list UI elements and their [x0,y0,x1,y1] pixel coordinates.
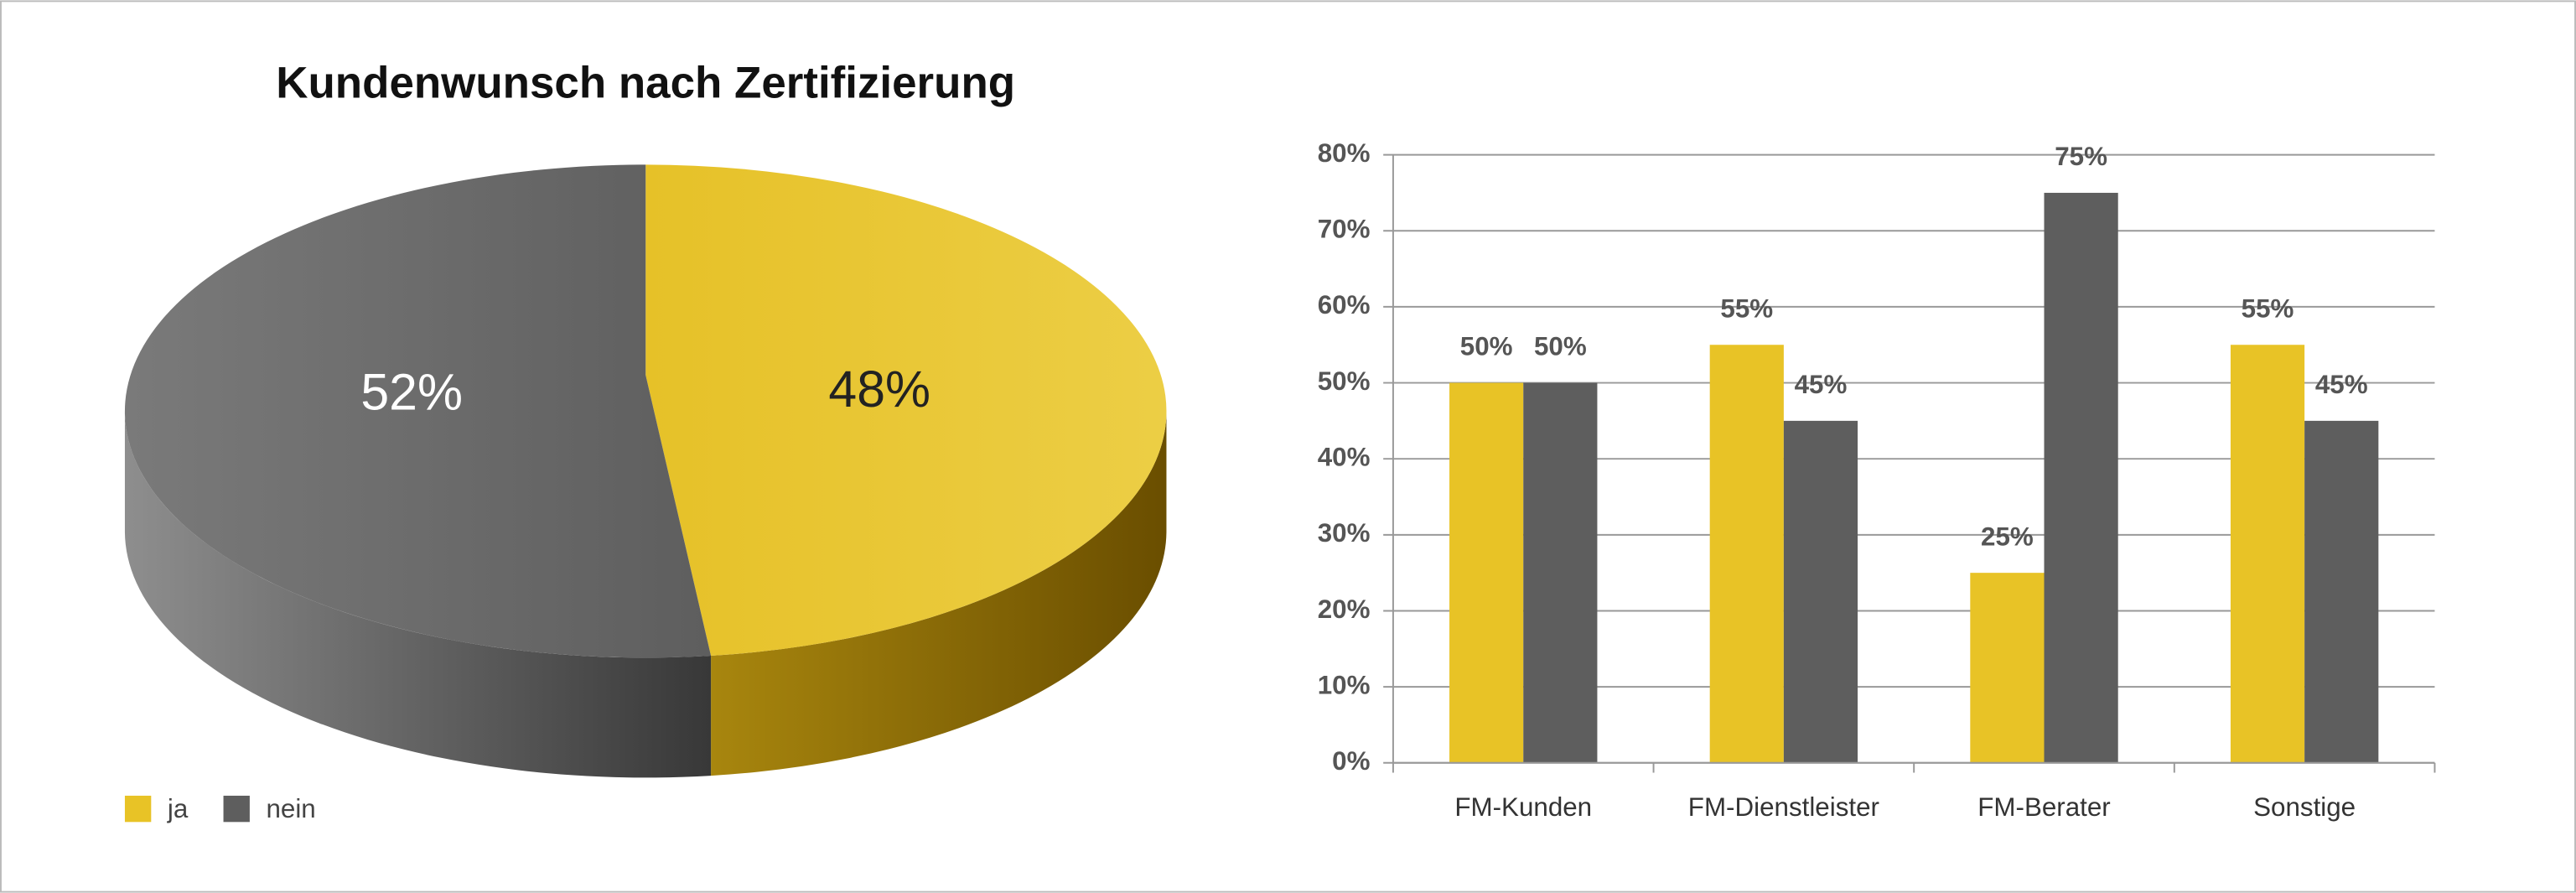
y-tick-label: 40% [1318,442,1371,471]
data-label: 48% [828,361,930,418]
bar [2044,192,2118,763]
chart-title: Kundenwunsch nach Zertifizierung [276,58,1015,107]
y-tick-label: 10% [1318,670,1371,699]
pie-slice [645,164,1167,657]
pie-slice [124,164,712,658]
data-label: 75% [2055,142,2107,171]
x-tick-label: FM-Berater [1977,792,2110,822]
y-tick-label: 0% [1332,746,1370,776]
legend-swatch [124,795,152,823]
bar [2304,420,2379,763]
x-tick-label: Sonstige [2253,792,2356,822]
y-tick-label: 80% [1318,138,1371,168]
y-tick-label: 30% [1318,518,1371,548]
legend-label: nein [266,794,315,823]
legend-swatch [223,795,250,823]
data-label: 45% [2315,370,2368,399]
legend-label: ja [167,794,189,823]
bar [2230,345,2305,763]
bar [1970,573,2045,763]
x-tick-label: FM-Kunden [1454,792,1592,822]
data-label: 52% [360,364,463,421]
y-tick-label: 50% [1318,366,1371,396]
y-tick-label: 20% [1318,594,1371,624]
bar [1783,420,1858,763]
data-label: 55% [1720,293,1773,323]
y-tick-label: 60% [1318,290,1371,319]
bar [1449,382,1524,763]
pie-side [711,411,1167,776]
data-label: 45% [1795,370,1848,399]
pie-side [124,411,712,778]
data-label: 25% [1981,522,2034,551]
bar [1709,345,1784,763]
data-label: 50% [1460,332,1513,361]
x-tick-label: FM-Dienstleister [1688,792,1879,822]
data-label: 50% [1534,332,1587,361]
y-tick-label: 70% [1318,215,1371,244]
data-label: 55% [2242,293,2294,323]
bar [1523,382,1598,763]
